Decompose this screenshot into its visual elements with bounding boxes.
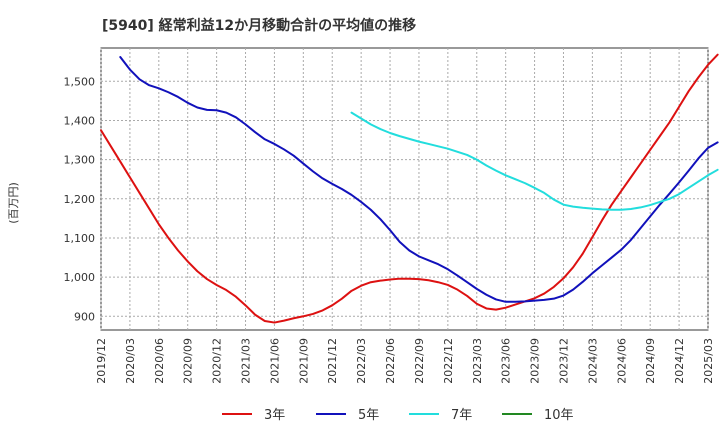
series-line-3年	[100, 53, 719, 324]
y-tick-label: 1,300	[64, 154, 96, 167]
legend-label-10年: 10年	[544, 408, 574, 423]
x-tick-label: 2020/06	[153, 338, 166, 384]
x-tick-label: 2024/06	[615, 338, 628, 384]
y-tick-label: 1,000	[64, 271, 96, 284]
y-tick-label: 1,500	[64, 75, 96, 88]
y-tick-label: 1,100	[64, 232, 96, 245]
x-tick-label: 2021/06	[268, 338, 281, 384]
x-tick-label: 2024/09	[644, 338, 657, 384]
x-tick-label: 2020/12	[211, 338, 224, 384]
y-tick-label: 1,200	[64, 193, 96, 206]
y-tick-label: 1,400	[64, 114, 96, 127]
x-tick-label: 2022/03	[355, 338, 368, 384]
x-tick-label: 2022/12	[442, 338, 455, 384]
gridlines	[100, 47, 709, 331]
series-line-7年	[350, 111, 719, 211]
legend-label-3年: 3年	[264, 408, 285, 423]
x-tick-label: 2023/03	[471, 338, 484, 384]
x-tick-label: 2023/09	[529, 338, 542, 384]
x-tick-label: 2024/12	[673, 338, 686, 384]
x-tick-label: 2023/12	[557, 338, 570, 384]
axes: 900 1,000 1,100 1,200 1,300 1,400 1,500 2019/12…	[64, 75, 716, 383]
chart-title: [5940] 経常利益12か月移動合計の平均値の推移	[102, 17, 416, 34]
legend-label-5年: 5年	[358, 408, 379, 423]
x-tick-label: 2022/09	[413, 338, 426, 384]
x-tick-label: 2025/03	[702, 338, 715, 384]
x-tick-label: 2020/03	[124, 338, 137, 384]
x-tick-label: 2024/03	[586, 338, 599, 384]
series-line-5年	[119, 56, 719, 303]
plot-area	[100, 47, 709, 331]
x-tick-label: 2020/09	[182, 338, 195, 384]
series-lines	[100, 53, 719, 324]
x-tick-label: 2023/06	[500, 338, 513, 384]
x-tick-label: 2019/12	[95, 338, 108, 384]
y-axis-title: (百万円)	[7, 182, 20, 224]
x-tick-label: 2022/06	[384, 338, 397, 384]
legend-label-7年: 7年	[451, 408, 472, 423]
x-tick-label: 2021/12	[326, 338, 339, 384]
y-tick-label: 900	[74, 310, 95, 323]
x-tick-label: 2021/03	[240, 338, 253, 384]
x-tick-label: 2021/09	[297, 338, 310, 384]
legend: 3年 5年 7年 10年	[222, 408, 574, 423]
